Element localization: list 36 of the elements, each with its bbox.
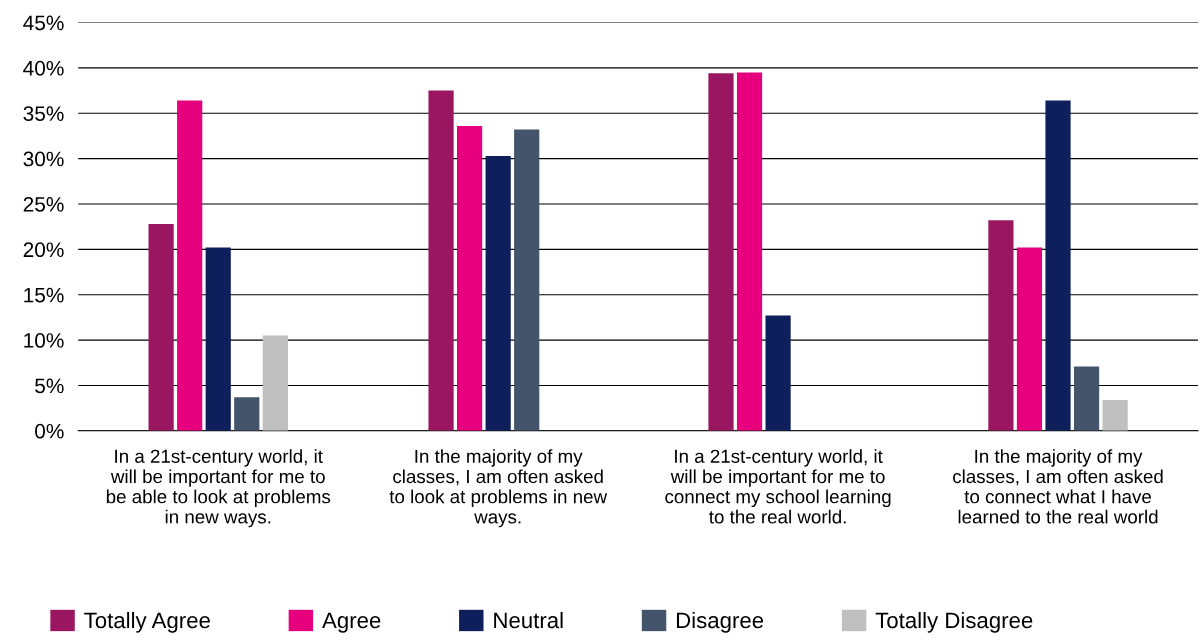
y-tick-label: 25% bbox=[23, 196, 64, 212]
legend-label: Totally Disagree bbox=[875, 611, 1033, 633]
x-tick-label: In the majority of my classes, I am often asked to look at problems in new ways. bbox=[389, 449, 608, 528]
legend-label: Agree bbox=[322, 612, 381, 633]
bar bbox=[177, 100, 203, 431]
bar bbox=[234, 397, 260, 431]
x-tick-label: In a 21st-century world, it will be important for me to connect my school learning to the real world. bbox=[665, 449, 891, 524]
x-tick-label: In the majority of my classes, I am often asked to connect what I have learned to the real world bbox=[953, 449, 1163, 524]
y-tick-label: 5% bbox=[35, 378, 64, 394]
bar bbox=[262, 335, 288, 431]
legend-label: Disagree bbox=[676, 611, 764, 633]
bar bbox=[1016, 247, 1043, 431]
bar bbox=[428, 90, 454, 431]
y-tick-label: 0% bbox=[35, 423, 64, 439]
y-tick-label: 30% bbox=[23, 151, 64, 167]
y-tick-label: 40% bbox=[23, 60, 64, 76]
y-tick-label: 45% bbox=[23, 15, 64, 31]
bar bbox=[485, 155, 511, 431]
bar bbox=[1102, 399, 1128, 431]
x-tick-label: In a 21st-century world, it will be important for me to be able to look at problems in new ways. bbox=[106, 449, 331, 528]
bar bbox=[765, 315, 791, 431]
bar bbox=[1073, 366, 1100, 431]
y-tick-label: 35% bbox=[23, 106, 64, 121]
y-tick-label: 10% bbox=[24, 333, 64, 348]
bar bbox=[988, 220, 1014, 431]
bar bbox=[1045, 100, 1071, 431]
bar bbox=[205, 247, 231, 431]
y-tick-label: 20% bbox=[23, 242, 64, 258]
y-tick-label: 15% bbox=[24, 287, 64, 303]
bar bbox=[457, 125, 483, 431]
legend-label: Neutral bbox=[494, 611, 563, 629]
bar bbox=[736, 72, 763, 431]
legend-label: Totally Agree bbox=[84, 611, 210, 633]
bar bbox=[708, 73, 734, 431]
bar bbox=[514, 129, 540, 431]
bar bbox=[148, 223, 174, 431]
